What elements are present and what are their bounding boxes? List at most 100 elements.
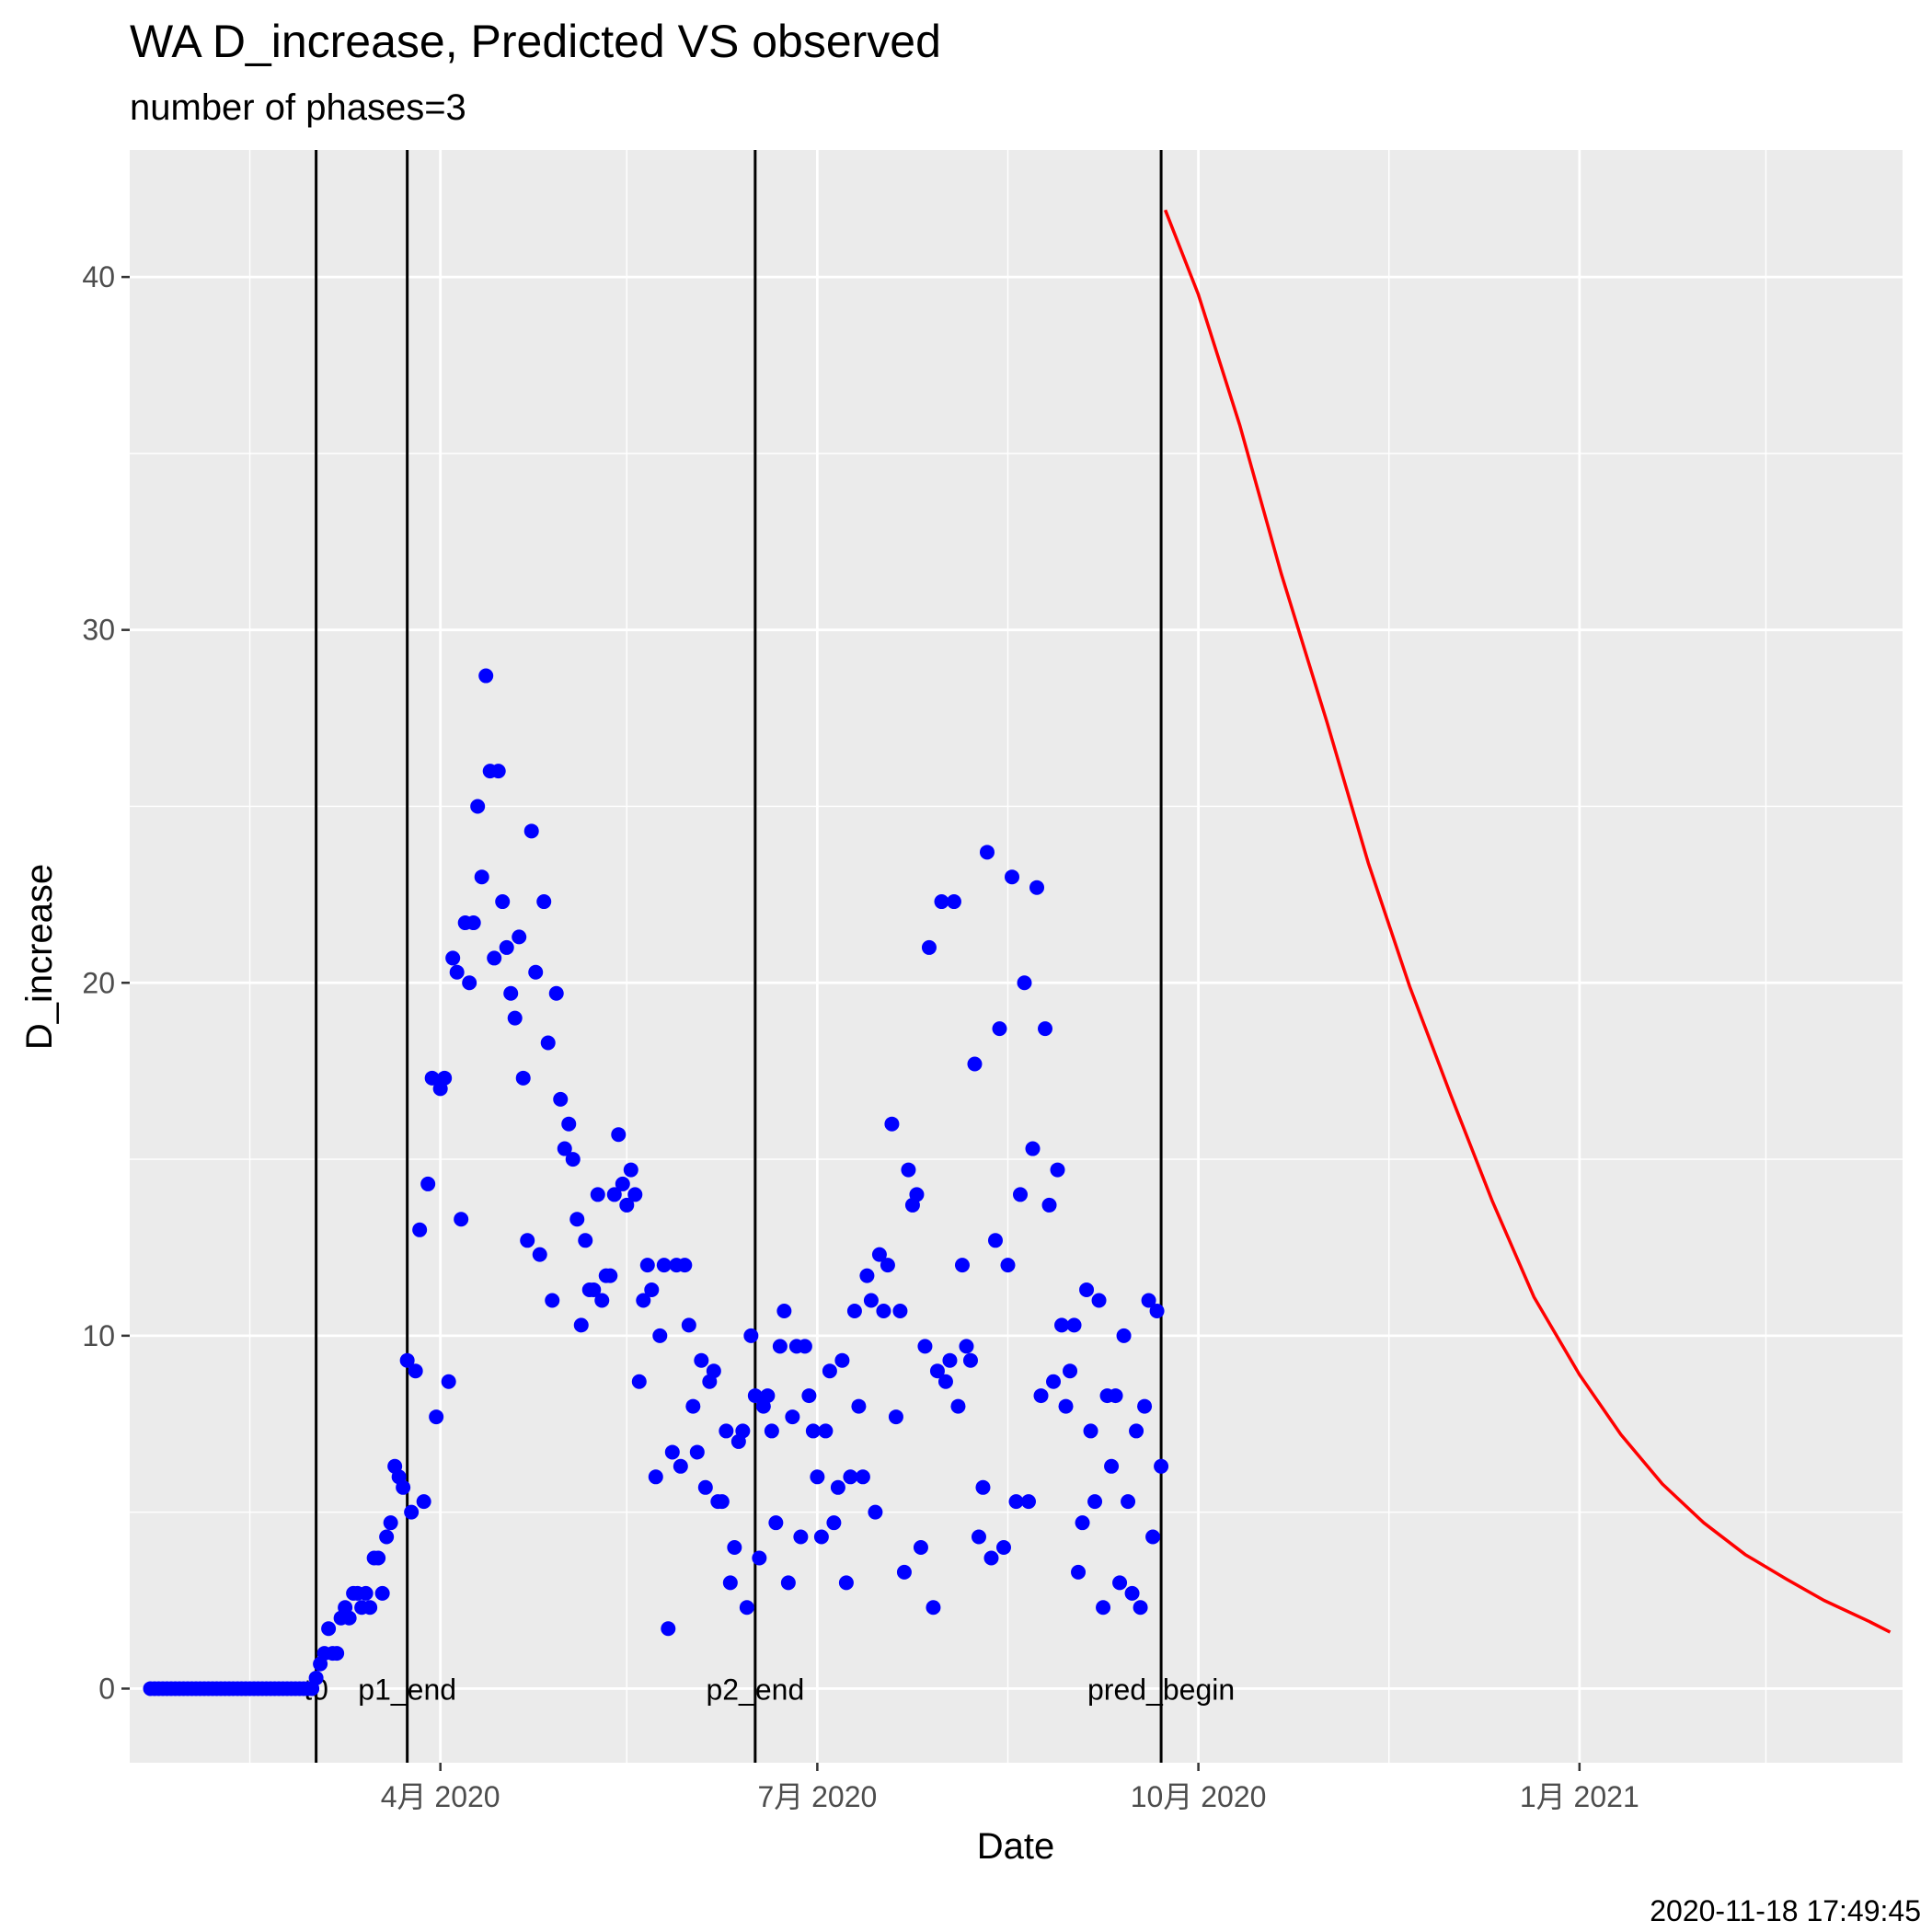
observed-point: [424, 1070, 440, 1086]
observed-point: [863, 1293, 879, 1308]
x-tick-label: 7月 2020: [757, 1780, 877, 1813]
y-tick-label: 40: [82, 260, 115, 293]
observed-point: [1108, 1388, 1123, 1404]
observed-point: [648, 1469, 663, 1485]
observed-point: [995, 1540, 1011, 1556]
observed-point: [677, 1258, 693, 1273]
vertical-line-label: pred_begin: [1087, 1673, 1235, 1706]
observed-point: [987, 1233, 1003, 1248]
observed-point: [962, 1352, 978, 1368]
observed-point: [586, 1282, 602, 1297]
observed-point: [308, 1670, 324, 1685]
observed-point: [719, 1423, 734, 1439]
observed-point: [954, 1258, 970, 1273]
observed-point: [565, 1152, 581, 1167]
chart-title: WA D_increase, Predicted VS observed: [130, 16, 941, 67]
observed-point: [462, 975, 477, 991]
observed-point: [520, 1233, 535, 1248]
observed-point: [532, 1247, 547, 1262]
observed-point: [449, 964, 465, 980]
observed-point: [1004, 869, 1019, 885]
observed-point: [383, 1515, 398, 1531]
observed-point: [888, 1409, 903, 1425]
observed-point: [901, 1162, 916, 1178]
observed-point: [1008, 1494, 1024, 1510]
observed-point: [603, 1268, 618, 1283]
observed-point: [752, 1550, 767, 1566]
observed-point: [416, 1494, 431, 1510]
observed-point: [1083, 1423, 1098, 1439]
observed-point: [358, 1585, 374, 1601]
observed-point: [1104, 1458, 1120, 1474]
observed-point: [859, 1268, 875, 1283]
observed-point: [975, 1479, 991, 1495]
observed-point: [631, 1374, 647, 1389]
observed-point: [884, 1116, 900, 1132]
observed-point: [810, 1469, 825, 1485]
observed-point: [454, 1212, 469, 1227]
observed-point: [880, 1258, 895, 1273]
observed-point: [876, 1304, 891, 1319]
observed-point: [590, 1187, 605, 1202]
observed-point: [834, 1352, 850, 1368]
observed-point: [843, 1469, 858, 1485]
x-tick-label: 4月 2020: [381, 1780, 500, 1813]
observed-point: [1129, 1423, 1144, 1439]
observed-point: [404, 1504, 420, 1520]
observed-point: [507, 1010, 523, 1026]
observed-point: [1063, 1363, 1078, 1379]
observed-point: [739, 1600, 754, 1616]
observed-point: [523, 823, 539, 839]
observed-point: [1124, 1585, 1140, 1601]
observed-point: [374, 1585, 390, 1601]
observed-point: [420, 1176, 436, 1191]
observed-point: [656, 1258, 672, 1273]
observed-point: [851, 1398, 867, 1414]
y-axis-title: D_increase: [19, 864, 60, 1050]
observed-point: [1145, 1529, 1161, 1545]
observed-point: [971, 1529, 986, 1545]
observed-point: [664, 1444, 680, 1460]
observed-point: [830, 1479, 845, 1495]
observed-point: [697, 1479, 713, 1495]
observed-point: [959, 1339, 974, 1354]
observed-point: [545, 1293, 560, 1308]
observed-point: [661, 1621, 676, 1637]
observed-point: [1133, 1600, 1148, 1616]
observed-point: [706, 1363, 721, 1379]
observed-point: [1033, 1388, 1049, 1404]
observed-point: [561, 1116, 577, 1132]
observed-point: [371, 1550, 386, 1566]
x-axis-title: Date: [977, 1826, 1055, 1867]
observed-point: [1121, 1494, 1136, 1510]
observed-point: [569, 1212, 585, 1227]
observed-point: [1154, 1458, 1169, 1474]
observed-point: [636, 1293, 651, 1308]
observed-point: [780, 1575, 796, 1591]
y-tick-label: 30: [82, 614, 115, 647]
observed-point: [1017, 975, 1032, 991]
observed-point: [495, 894, 511, 910]
observed-point: [548, 985, 564, 1001]
observed-point: [727, 1540, 742, 1556]
observed-point: [441, 1374, 456, 1389]
observed-point: [801, 1388, 817, 1404]
observed-point: [623, 1162, 638, 1178]
observed-point: [466, 915, 481, 931]
observed-point: [329, 1646, 345, 1662]
y-tick-label: 10: [82, 1319, 115, 1352]
observed-point: [1066, 1317, 1082, 1333]
observed-point: [926, 1600, 941, 1616]
observed-point: [868, 1504, 883, 1520]
timestamp-caption: 2020-11-18 17:49:45: [1650, 1894, 1921, 1927]
observed-point: [644, 1282, 660, 1297]
observed-point: [992, 1021, 1007, 1037]
major-gridlines: [130, 150, 1903, 1763]
observed-point: [673, 1458, 688, 1474]
observed-point: [573, 1317, 589, 1333]
observed-point: [743, 1328, 759, 1343]
observed-point: [1112, 1575, 1128, 1591]
x-tick-label: 10月 2020: [1131, 1780, 1267, 1813]
